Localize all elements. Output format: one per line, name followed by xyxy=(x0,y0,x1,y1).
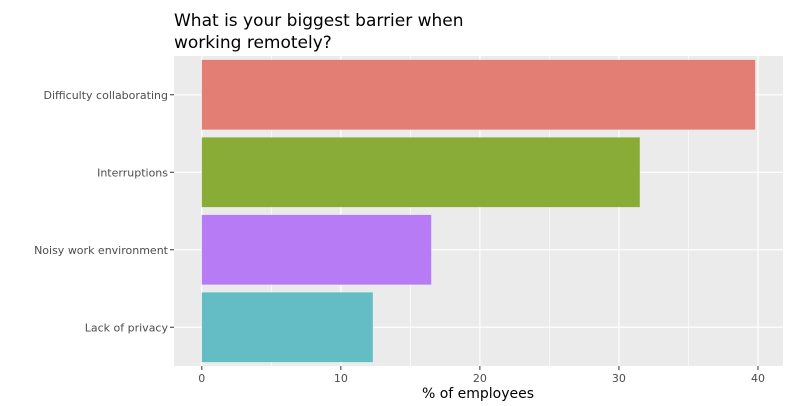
x-tick-label: 10 xyxy=(334,372,348,385)
x-tick-label: 30 xyxy=(612,372,626,385)
y-axis: Difficulty collaborating Interruptions Noi… xyxy=(34,89,174,334)
x-axis: 0 10 20 30 40 xyxy=(198,366,765,385)
bar-difficulty-collaborating xyxy=(201,59,756,130)
chart-title: What is your biggest barrier whenworking… xyxy=(174,11,464,53)
y-tick-label: Difficulty collaborating xyxy=(44,89,169,102)
x-axis-title: % of employees xyxy=(422,386,534,402)
bar-lack-of-privacy xyxy=(201,292,373,363)
chart-title-line-1: What is your biggest barrier when xyxy=(174,11,464,31)
x-tick-label: 0 xyxy=(198,372,205,385)
x-tick-label: 40 xyxy=(751,372,765,385)
chart-title-line-2: working remotely? xyxy=(174,33,332,53)
bar-interruptions xyxy=(201,137,640,208)
y-tick-label: Interruptions xyxy=(97,166,168,179)
bars xyxy=(201,59,756,363)
y-tick-label: Noisy work environment xyxy=(34,244,169,257)
x-tick-label: 20 xyxy=(473,372,487,385)
y-tick-label: Lack of privacy xyxy=(85,321,169,334)
bar-noisy-work-environment xyxy=(201,214,432,285)
